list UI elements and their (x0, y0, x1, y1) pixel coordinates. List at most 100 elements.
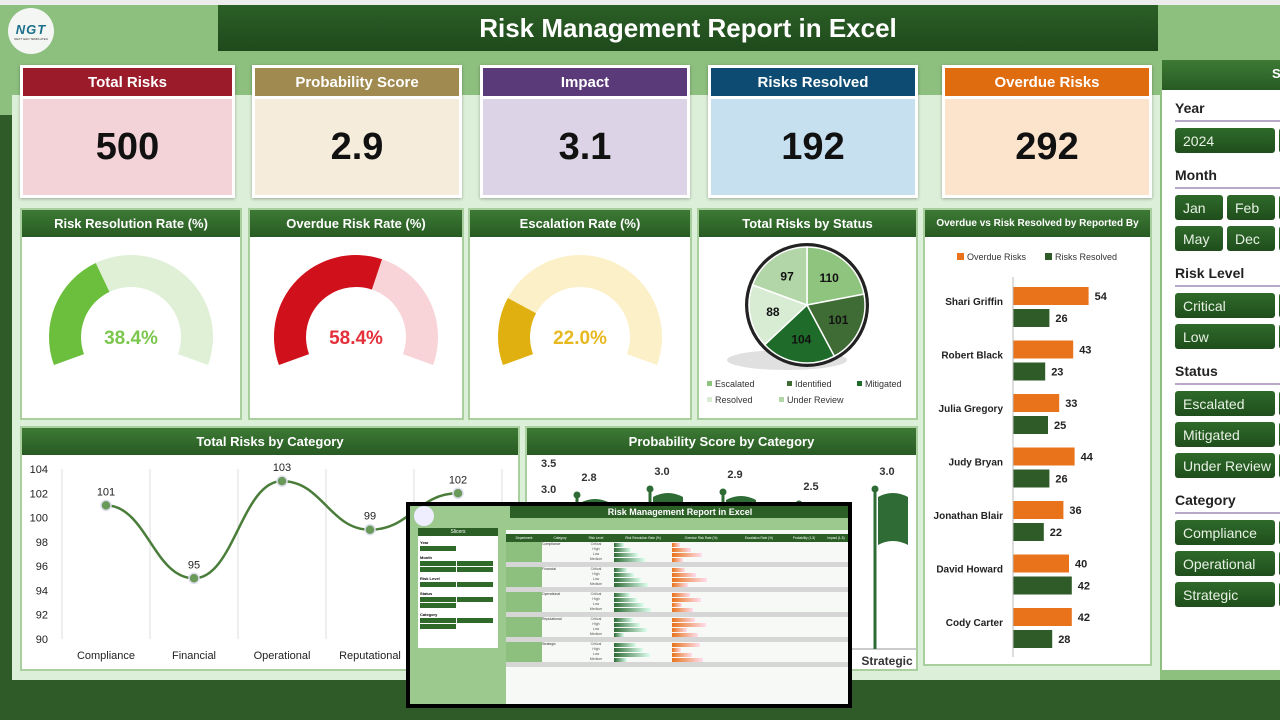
inset-row: High (506, 597, 848, 602)
gauge-panel: Escalation Rate (%) 22.0% (468, 208, 692, 420)
inset-column-header: Risk Resolution Rate (%) (625, 536, 661, 540)
slicer-button-critical[interactable]: Critical (1175, 293, 1275, 318)
line-point (452, 487, 464, 500)
y-tick-label: 3.5 (541, 458, 556, 470)
inset-row: High (506, 572, 848, 577)
inset-resolution-bar (614, 647, 643, 652)
inset-overdue-bar (672, 592, 690, 597)
legend-label: Identified (795, 379, 832, 389)
kpi-card: Impact 3.1 (480, 65, 690, 198)
slicer-button-2024[interactable]: 2024 (1175, 128, 1275, 153)
inset-level: High (592, 597, 600, 601)
slicer-button-jan[interactable]: Jan (1175, 195, 1223, 220)
bar-data-label: 3.0 (879, 466, 894, 478)
inset-overdue-bar (672, 572, 696, 577)
inset-slicer-title: Risk Level (420, 576, 440, 581)
slicer-button-strategic[interactable]: Strategic (1175, 582, 1275, 607)
inset-resolution-bar (614, 582, 648, 587)
inset-row: Low (506, 552, 848, 557)
y-tick-label: 100 (30, 513, 48, 525)
logo-subtext: NEXT GEN TEMPLATES (14, 36, 48, 41)
inset-overdue-bar (672, 597, 701, 602)
kpi-value: 292 (945, 96, 1149, 195)
bar-data-label: 42 (1078, 612, 1090, 624)
inset-column-header: Escalation Rate (%) (744, 536, 774, 540)
kpi-label: Impact (483, 68, 687, 96)
inset-level: High (592, 572, 600, 576)
flag-knob (871, 485, 879, 493)
bar-overdue (1013, 501, 1064, 519)
pie-data-label: 110 (820, 271, 840, 285)
legend-label: Risks Resolved (1055, 252, 1117, 262)
inset-slicer-buttons (418, 561, 498, 572)
inset-total-row (506, 637, 848, 642)
legend-swatch (857, 381, 862, 386)
gauge-chart: 58.4% (274, 254, 438, 366)
line-point (100, 499, 112, 512)
inset-resolution-bar (614, 617, 633, 622)
gauge-value: 58.4% (329, 328, 383, 349)
inset-row: Reputational Critical (506, 617, 848, 622)
inset-resolution-bar (614, 652, 650, 657)
inset-category: Reputational (542, 617, 562, 621)
legend-label: Overdue Risks (967, 252, 1027, 262)
inset-column-header: Category (553, 536, 567, 540)
inset-overdue-bar (672, 602, 682, 607)
inset-resolution-bar (614, 597, 637, 602)
inset-level: Low (592, 627, 600, 631)
slicer-button-under-review[interactable]: Under Review (1175, 453, 1275, 478)
x-tick-label: Reputational (339, 650, 401, 662)
slicer-button-mitigated[interactable]: Mitigated (1175, 422, 1275, 447)
bar-overdue (1013, 608, 1072, 626)
inset-row: Medium (506, 557, 848, 562)
slicer-group: Status Escalated Mitigated Under Review (1162, 363, 1280, 478)
inset-level: Medium (589, 557, 603, 561)
inset-overdue-bar (672, 622, 706, 627)
bar-data-label: 43 (1079, 345, 1091, 357)
inset-column-header: Risk Level (588, 536, 604, 540)
inset-resolution-bar (614, 567, 627, 572)
inset-level: Critical (590, 542, 602, 546)
inset-resolution-bar (614, 577, 641, 582)
legend-swatch (707, 381, 712, 386)
inset-resolution-bar (614, 592, 630, 597)
slicer-button-low[interactable]: Low (1175, 324, 1275, 349)
inset-slicer-title: Month (420, 555, 432, 560)
panel-title: Total Risks by Category (22, 428, 518, 455)
inset-pivot-table: Department Category Risk Level Risk Resolut… (506, 530, 848, 704)
legend-label: Mitigated (865, 379, 902, 389)
inset-resolution-bar (614, 572, 634, 577)
slicer-button-escalated[interactable]: Escalated (1175, 391, 1275, 416)
y-tick-label: Cody Carter (946, 618, 1003, 629)
slicer-button-operational[interactable]: Operational (1175, 551, 1275, 576)
y-tick-label: David Howard (936, 565, 1003, 576)
bar-data-label: 2.9 (727, 469, 742, 481)
inset-level: High (592, 547, 600, 551)
inset-category: Financial (542, 567, 557, 571)
pie-slice-mitigated (763, 303, 836, 364)
x-tick-label: Operational (254, 650, 311, 662)
bar-resolved (1013, 416, 1048, 434)
kpi-card: Overdue Risks 292 (942, 65, 1152, 198)
slicer-button-dec[interactable]: Dec (1227, 226, 1275, 251)
inset-slicer-buttons (418, 597, 498, 608)
bar-overdue (1013, 394, 1060, 412)
bar-resolved (1013, 309, 1050, 327)
pie-slice-identified (805, 293, 866, 358)
inset-total-row (506, 587, 848, 592)
x-tick-label: Financial (172, 650, 216, 662)
kpi-value: 3.1 (483, 96, 687, 195)
inset-overdue-bar (672, 657, 703, 662)
gauge-panel: Overdue Risk Rate (%) 58.4% (248, 208, 464, 420)
inset-total-row (506, 612, 848, 617)
legend-swatch (787, 381, 792, 386)
bar-data-label: 26 (1055, 313, 1067, 325)
slicer-button-feb[interactable]: Feb (1227, 195, 1275, 220)
slicer-button-compliance[interactable]: Compliance (1175, 520, 1275, 545)
panel-title: Overdue Risk Rate (%) (250, 210, 462, 237)
inset-slicer-button (420, 624, 456, 629)
inset-overdue-bar (672, 632, 698, 637)
slicer-button-may[interactable]: May (1175, 226, 1223, 251)
inset-slicer-button (420, 582, 456, 587)
inset-category: Compliance (542, 542, 561, 546)
